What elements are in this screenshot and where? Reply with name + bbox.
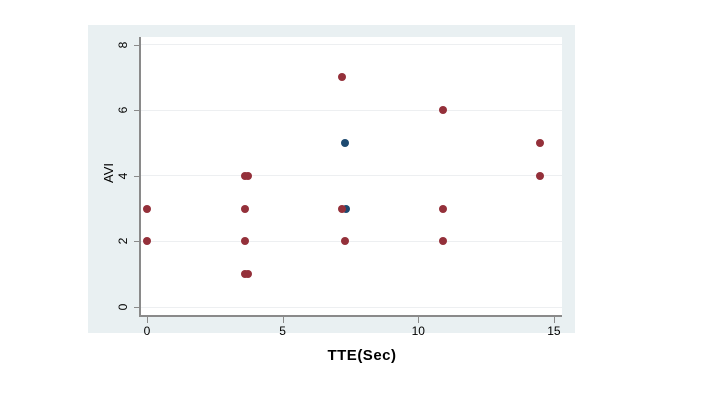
y-axis-line (139, 37, 141, 317)
y-tick-mark (134, 307, 140, 308)
y-gridline (141, 240, 562, 242)
maroon-data-point (338, 73, 347, 82)
y-tick-label: 2 (116, 238, 130, 245)
x-tick-label: 5 (279, 324, 286, 338)
navy-data-point (341, 139, 350, 147)
maroon-data-point (243, 171, 252, 180)
x-tick-mark (147, 317, 148, 323)
scatter-chart-figure: AVI 0 2 4 6 8 0 5 10 15 (88, 25, 575, 338)
y-tick-mark (134, 110, 140, 112)
y-tick-label: 0 (116, 303, 130, 311)
maroon-data-point (143, 204, 151, 213)
maroon-data-point (338, 204, 347, 213)
x-tick-label: 0 (143, 324, 151, 338)
x-tick-label: 10 (411, 324, 425, 338)
plot-area (141, 37, 562, 315)
y-tick-mark (134, 241, 140, 243)
maroon-data-point (143, 237, 151, 246)
x-tick-mark (282, 317, 284, 323)
maroon-data-point (536, 171, 545, 180)
x-tick-label: 15 (547, 324, 561, 338)
x-axis-title: TTE(Sec) (327, 347, 397, 364)
y-gridline (141, 306, 562, 308)
y-tick-label: 4 (116, 172, 130, 180)
y-tick-label: 6 (116, 106, 130, 114)
y-gridline (141, 109, 562, 111)
y-tick-mark (134, 175, 140, 177)
y-gridline (141, 175, 562, 177)
y-axis-title: AVI (100, 163, 116, 183)
x-axis-line (139, 315, 562, 317)
maroon-data-point (536, 139, 545, 147)
navy-data-point (342, 204, 351, 213)
maroon-data-point (438, 237, 447, 246)
y-tick-label: 8 (116, 41, 130, 48)
x-tick-mark (418, 317, 420, 323)
y-gridline (141, 44, 562, 46)
maroon-data-point (341, 237, 350, 246)
maroon-data-point (243, 270, 252, 279)
x-tick-mark (553, 317, 555, 323)
maroon-data-point (438, 204, 447, 213)
maroon-data-point (240, 204, 249, 213)
maroon-data-point (438, 106, 447, 115)
y-tick-mark (134, 44, 140, 46)
maroon-data-point (240, 237, 249, 246)
